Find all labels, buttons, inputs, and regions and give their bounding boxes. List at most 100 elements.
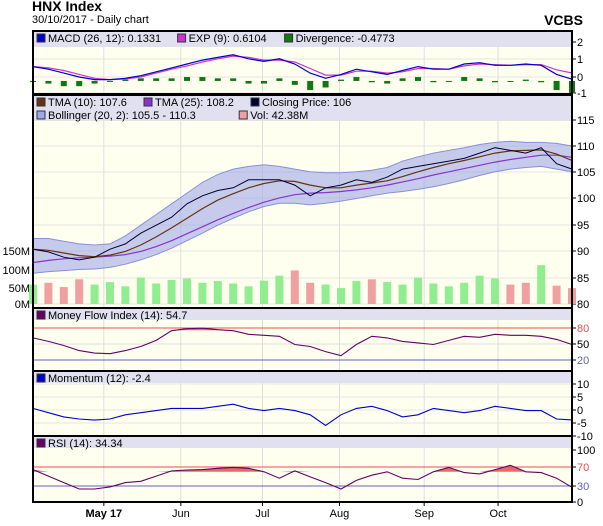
x-tick-label: Sep [414, 508, 434, 520]
divergence-bar [461, 77, 468, 81]
divergence-bar [399, 78, 406, 81]
volume-tick-label: 100M [2, 265, 30, 277]
y-tick-label: 105 [577, 167, 595, 179]
y-tick-label: 1 [577, 54, 583, 66]
rsi-panel-border [32, 435, 573, 503]
tma10-line [32, 149, 573, 258]
volume-bar [444, 286, 453, 304]
legend-swatch [284, 33, 294, 43]
y-tick-label: 90 [577, 246, 589, 258]
y-tick-label: -5 [577, 418, 587, 430]
chart-title: HNX Index [32, 0, 103, 14]
macd-legend-band [33, 31, 572, 47]
overbought-area [33, 465, 572, 472]
legend-swatch [36, 438, 46, 448]
y-tick-label: 0 [577, 72, 583, 84]
y-tick-label: 110 [577, 141, 595, 153]
legend-label: TMA (10): 107.6 [48, 97, 127, 109]
volume-bar [59, 287, 68, 304]
tma25-line [32, 154, 573, 264]
divergence-bar [368, 80, 375, 83]
y-tick-label: 100 [577, 193, 595, 205]
mfi-line [32, 327, 573, 357]
x-tick-label: Aug [330, 508, 350, 520]
volume-bar [398, 284, 407, 304]
volume-bar [537, 265, 546, 304]
y-tick-label: 80 [577, 323, 589, 335]
legend-label: MACD (26, 12): 0.1331 [48, 33, 161, 45]
legend-label: TMA (25): 108.2 [155, 97, 234, 109]
legend-label: Momentum (12): -2.4 [48, 373, 151, 385]
momentum-legend-band [33, 371, 572, 383]
y-tick-label: 0 [577, 405, 583, 417]
divergence-bar [492, 80, 498, 83]
chart-subtitle: 30/10/2017 - Daily chart [32, 14, 149, 26]
divergence-bar [322, 80, 329, 88]
closing-price-line [32, 147, 573, 261]
divergence-bar [276, 78, 283, 81]
legend-swatch [36, 110, 46, 120]
divergence-bar [338, 79, 344, 81]
volume-bar [136, 277, 145, 304]
divergence-bar [60, 80, 67, 87]
legend-swatch [238, 110, 248, 120]
volume-bar [183, 278, 191, 304]
volume-bar [121, 286, 130, 304]
volume-bar [414, 277, 422, 304]
divergence-bar [415, 77, 421, 81]
x-tick-label: Jun [172, 508, 190, 520]
volume-bar [383, 282, 392, 304]
y-tick-label: 2 [577, 37, 583, 49]
volume-bar [521, 282, 530, 304]
x-tick-label: Jul [255, 508, 269, 520]
legend-swatch [36, 373, 46, 383]
volume-bar [152, 283, 161, 304]
y-tick-label: 115 [577, 115, 595, 127]
macd-line [32, 54, 573, 81]
volume-bar [337, 288, 345, 304]
volume-bar [244, 286, 253, 304]
volume-tick-label: 50M [9, 283, 30, 295]
divergence-bar [45, 80, 52, 84]
legend-label: Divergence: -0.4773 [296, 33, 395, 45]
legend-swatch [36, 310, 46, 320]
y-tick-label: 0 [577, 497, 583, 509]
divergence-bar [445, 80, 452, 82]
volume-tick-label: 150M [2, 246, 30, 258]
y-tick-label: 10 [577, 379, 589, 391]
volume-bar [306, 282, 315, 304]
volume-bar [352, 281, 361, 304]
divergence-bar [153, 78, 160, 81]
volume-bar [321, 284, 330, 304]
divergence-bar [353, 77, 360, 81]
volume-bar [44, 282, 53, 304]
divergence-bar [76, 80, 83, 87]
volume-bar [260, 280, 268, 304]
divergence-bar [199, 77, 206, 81]
divergence-bar [507, 80, 514, 82]
divergence-bar [168, 78, 175, 81]
volume-bar [213, 281, 222, 304]
volume-bar [90, 284, 99, 304]
y-tick-label: 70 [577, 462, 589, 474]
rsi-line [32, 464, 573, 490]
legend-label: Money Flow Index (14): 54.7 [48, 310, 187, 322]
divergence-bar [430, 80, 437, 83]
y-tick-label: -1 [577, 88, 587, 100]
divergence-bar [538, 80, 545, 83]
divergence-bar [230, 78, 237, 81]
price-legend-band [33, 95, 572, 121]
divergence-bar [384, 80, 391, 84]
y-tick-label: 95 [577, 220, 589, 232]
mfi-legend-band [33, 308, 572, 320]
divergence-bar [91, 80, 98, 84]
divergence-bar [476, 78, 483, 81]
legend-swatch [177, 33, 187, 43]
legend-label: Closing Price: 106 [262, 97, 351, 109]
x-tick-label: Oct [490, 508, 507, 520]
volume-bar [367, 279, 376, 304]
volume-bar [290, 270, 299, 304]
legend-swatch [143, 97, 153, 107]
divergence-bar [291, 80, 298, 85]
